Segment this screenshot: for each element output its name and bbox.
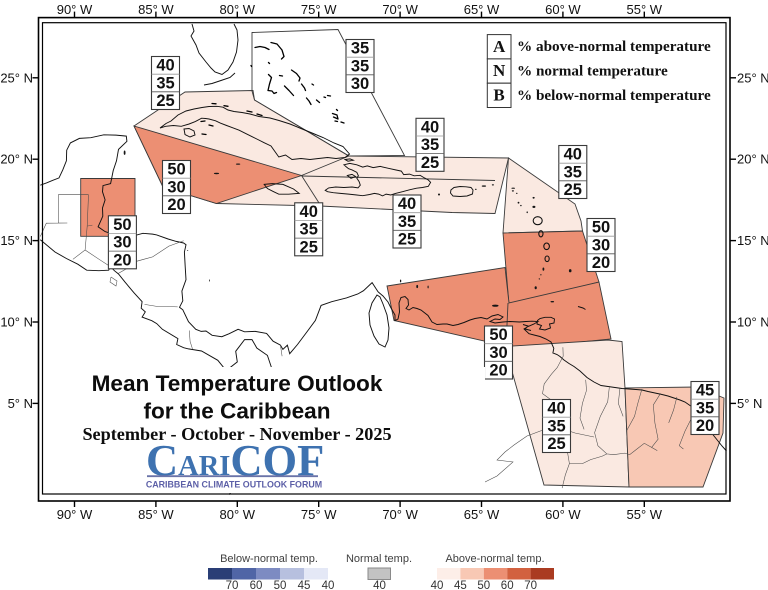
svg-text:35: 35 <box>300 221 318 239</box>
svg-text:80° W: 80° W <box>220 507 256 522</box>
svg-text:65° W: 65° W <box>464 2 500 17</box>
svg-text:25: 25 <box>564 181 582 199</box>
svg-text:25° N: 25° N <box>0 70 33 85</box>
svg-text:September - October - November: September - October - November - 2025 <box>82 424 391 444</box>
svg-text:35: 35 <box>564 163 582 181</box>
svg-text:40: 40 <box>564 146 582 164</box>
svg-text:20: 20 <box>113 251 131 269</box>
svg-text:10° N: 10° N <box>737 315 768 330</box>
svg-text:25: 25 <box>156 92 174 110</box>
svg-text:5° N: 5° N <box>8 396 33 411</box>
svg-text:Mean Temperature Outlook: Mean Temperature Outlook <box>92 371 383 396</box>
svg-text:35: 35 <box>351 57 369 75</box>
svg-text:55° W: 55° W <box>627 507 663 522</box>
svg-text:5° N: 5° N <box>737 396 762 411</box>
svg-text:Above-normal temp.: Above-normal temp. <box>445 553 544 565</box>
svg-text:35: 35 <box>421 136 439 154</box>
svg-text:40: 40 <box>421 119 439 137</box>
svg-text:90° W: 90° W <box>57 2 93 17</box>
svg-text:90° W: 90° W <box>57 507 93 522</box>
svg-text:for the Caribbean: for the Caribbean <box>143 399 330 424</box>
svg-text:85° W: 85° W <box>138 507 174 522</box>
svg-text:50: 50 <box>489 326 507 344</box>
svg-text:25: 25 <box>421 154 439 172</box>
svg-text:35: 35 <box>547 417 565 435</box>
svg-text:25: 25 <box>547 435 565 453</box>
svg-text:55° W: 55° W <box>627 2 663 17</box>
svg-text:% normal temperature: % normal temperature <box>517 63 668 80</box>
svg-text:40: 40 <box>547 400 565 418</box>
svg-text:20° N: 20° N <box>0 152 33 167</box>
svg-text:N: N <box>493 61 506 80</box>
svg-text:70: 70 <box>524 580 537 590</box>
svg-text:25° N: 25° N <box>737 70 768 85</box>
svg-text:10° N: 10° N <box>0 315 33 330</box>
svg-text:% above-normal temperature: % above-normal temperature <box>517 38 711 55</box>
svg-text:60: 60 <box>250 580 263 590</box>
svg-text:70° W: 70° W <box>382 2 418 17</box>
svg-text:40: 40 <box>322 580 335 590</box>
svg-text:Below-normal temp.: Below-normal temp. <box>220 553 318 565</box>
svg-text:20: 20 <box>696 417 714 435</box>
svg-text:20: 20 <box>167 196 185 214</box>
svg-text:Normal temp.: Normal temp. <box>346 553 412 565</box>
svg-text:25: 25 <box>398 231 416 249</box>
svg-text:15° N: 15° N <box>737 233 768 248</box>
svg-text:25: 25 <box>300 238 318 256</box>
svg-text:CARIBBEAN CLIMATE OUTLOOK FORU: CARIBBEAN CLIMATE OUTLOOK FORUM <box>146 480 322 490</box>
svg-text:45: 45 <box>696 382 714 400</box>
svg-text:15° N: 15° N <box>0 233 33 248</box>
svg-text:30: 30 <box>351 75 369 93</box>
svg-text:50: 50 <box>274 580 287 590</box>
svg-text:35: 35 <box>351 40 369 58</box>
svg-text:40: 40 <box>156 57 174 75</box>
svg-text:CARICOF: CARICOF <box>146 435 324 485</box>
svg-text:50: 50 <box>477 580 490 590</box>
svg-text:40: 40 <box>398 195 416 213</box>
svg-text:60° W: 60° W <box>545 507 581 522</box>
svg-text:85° W: 85° W <box>138 2 174 17</box>
svg-text:35: 35 <box>696 399 714 417</box>
svg-text:50: 50 <box>167 161 185 179</box>
svg-text:40: 40 <box>373 580 386 590</box>
svg-text:60° W: 60° W <box>545 2 581 17</box>
svg-text:% below-normal temperature: % below-normal temperature <box>517 87 711 104</box>
svg-text:30: 30 <box>113 234 131 252</box>
svg-text:40: 40 <box>431 580 444 590</box>
svg-text:30: 30 <box>489 344 507 362</box>
svg-text:70: 70 <box>226 580 239 590</box>
svg-text:B: B <box>493 86 504 105</box>
svg-text:45: 45 <box>454 580 467 590</box>
svg-text:30: 30 <box>167 178 185 196</box>
svg-text:50: 50 <box>592 219 610 237</box>
svg-text:50: 50 <box>113 216 131 234</box>
svg-text:75° W: 75° W <box>301 507 337 522</box>
svg-text:20: 20 <box>592 254 610 272</box>
svg-text:65° W: 65° W <box>464 507 500 522</box>
svg-text:20: 20 <box>489 362 507 380</box>
svg-text:20° N: 20° N <box>737 152 768 167</box>
svg-text:35: 35 <box>156 74 174 92</box>
svg-text:35: 35 <box>398 213 416 231</box>
svg-text:75° W: 75° W <box>301 2 337 17</box>
svg-text:80° W: 80° W <box>220 2 256 17</box>
svg-text:60: 60 <box>501 580 514 590</box>
svg-text:70° W: 70° W <box>382 507 418 522</box>
svg-text:40: 40 <box>300 203 318 221</box>
svg-text:A: A <box>493 37 506 56</box>
svg-text:45: 45 <box>298 580 311 590</box>
svg-text:30: 30 <box>592 236 610 254</box>
